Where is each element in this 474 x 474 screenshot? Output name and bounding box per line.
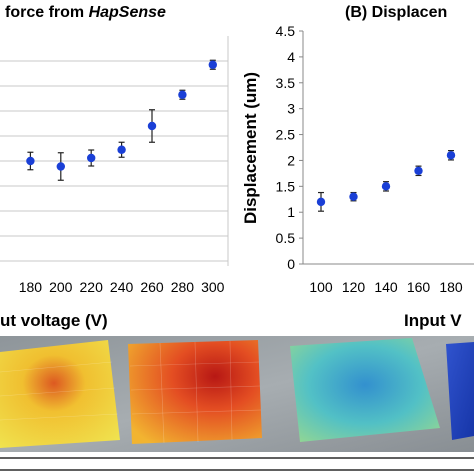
chart-a-x-tick-label: 240 xyxy=(110,279,134,295)
chart-b-point xyxy=(414,166,423,175)
chart-a-x-ticks: 180 200 220 240 260 280 300 xyxy=(19,279,225,295)
chart-b-x-tick-label: 160 xyxy=(407,279,431,295)
chart-b-y-tick-label: 4.5 xyxy=(276,23,296,39)
heatmap-image-1 xyxy=(0,340,120,448)
chart-a-point xyxy=(147,121,157,131)
chart-a-points xyxy=(26,59,217,181)
chart-a-point xyxy=(87,153,96,163)
chart-b-y-tick-label: 2 xyxy=(287,152,295,168)
chart-b-y-tick-label: 3 xyxy=(287,101,295,117)
chart-b-y-tick-label: 0 xyxy=(287,256,295,272)
chart-a-point xyxy=(56,162,65,171)
chart-a-point xyxy=(117,145,126,154)
chart-b-x-ticks: 100 120 140 160 180 xyxy=(309,279,463,295)
chart-a-x-axis-label: ut voltage (V) xyxy=(0,311,108,330)
chart-b-y-tick-label: 0.5 xyxy=(276,230,296,246)
chart-b-x-tick-label: 120 xyxy=(342,279,366,295)
chart-b-point xyxy=(381,182,391,191)
heatmap-photo-strip xyxy=(0,336,474,452)
chart-b-point xyxy=(446,151,456,160)
heatmap-image-2 xyxy=(128,340,262,444)
chart-b-y-axis-label: Displacement (um) xyxy=(241,72,260,224)
heatmap-image-4 xyxy=(446,342,474,440)
chart-a-gridlines xyxy=(0,60,228,262)
heatmap-mesh-lines xyxy=(0,340,262,444)
chart-a-x-tick-label: 200 xyxy=(49,279,73,295)
chart-a-x-tick-label: 260 xyxy=(140,279,164,295)
chart-b-y-tick-label: 2.5 xyxy=(276,127,296,143)
chart-b-points xyxy=(316,150,456,212)
chart-b-y-ticks: 0 0.5 1 1.5 2 2.5 3 3.5 4 4.5 xyxy=(276,23,303,272)
heatmap-image-3 xyxy=(290,338,440,442)
chart-b-x-tick-label: 100 xyxy=(309,279,333,295)
chart-b: (B) Displacen 0 0.5 1 1.5 2 2.5 3 3.5 4 4.5 100 12… xyxy=(241,4,474,295)
chart-b-point xyxy=(316,197,326,207)
chart-b-x-tick-label: 140 xyxy=(374,279,398,295)
chart-b-point xyxy=(349,192,358,201)
chart-a-point xyxy=(178,90,187,99)
chart-b-x-tick-label: 180 xyxy=(439,279,463,295)
chart-b-y-tick-label: 4 xyxy=(287,49,295,65)
chart-b-y-tick-label: 1 xyxy=(287,204,295,220)
chart-a-title: force from HapSense xyxy=(5,4,166,21)
chart-a-point xyxy=(208,60,217,69)
chart-b-y-tick-label: 1.5 xyxy=(276,178,296,194)
chart-a-x-tick-label: 300 xyxy=(201,279,225,295)
chart-b-x-axis-label: Input V xyxy=(404,311,462,330)
chart-a-x-tick-label: 180 xyxy=(19,279,43,295)
chart-a-x-tick-label: 220 xyxy=(80,279,104,295)
chart-a-x-tick-label: 280 xyxy=(171,279,195,295)
chart-b-y-tick-label: 3.5 xyxy=(276,75,296,91)
chart-a-point xyxy=(26,156,35,166)
chart-b-title: (B) Displacen xyxy=(345,4,447,21)
chart-a: force from HapSense 180 200 220 240 260 280 30… xyxy=(0,4,229,295)
